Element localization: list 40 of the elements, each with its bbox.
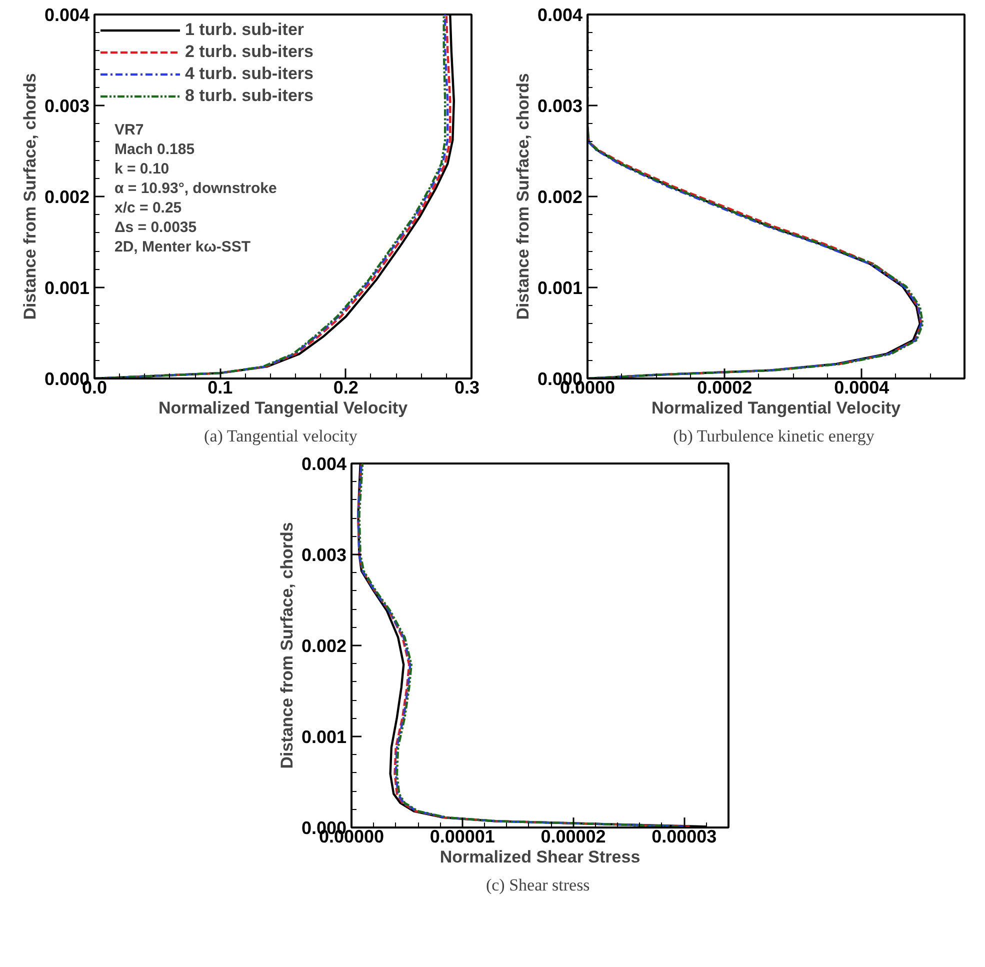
y-tick-label: 0.002 [44, 187, 90, 207]
text: (a) Tangential velocity [204, 426, 358, 446]
x-tick-label: 0.1 [208, 378, 233, 398]
legend-label: 2 turb. sub-iters [185, 42, 314, 62]
y-tick-label: 0.001 [44, 278, 90, 298]
y-tick-label: 0.003 [44, 96, 90, 116]
x-tick-label: 0.00001 [430, 826, 495, 846]
y-tick-label: 0.002 [537, 187, 583, 207]
annotation: 2D, Menter kω-SST [114, 238, 251, 256]
annotation: VR7 [114, 122, 144, 138]
x-axis-title: Normalized Shear Stress [440, 848, 640, 866]
y-tick-label: 0.003 [537, 96, 583, 116]
annotation: Δs = 0.0035 [114, 219, 197, 236]
y-axis-title: Distance from Surface, chords [513, 73, 532, 320]
text: (c) Shear stress [486, 876, 590, 894]
x-tick-label: 0.00002 [540, 826, 606, 846]
x-tick-label: 0.0002 [697, 378, 752, 398]
y-tick-label: 0.001 [301, 727, 347, 747]
x-axis-title: Normalized Tangential Velocity [651, 398, 902, 418]
annotation: α = 10.93°, downstroke [114, 180, 277, 197]
y-tick-label: 0.002 [301, 636, 347, 656]
legend-label: 4 turb. sub-iters [185, 64, 314, 84]
annotation: x/c = 0.25 [114, 200, 182, 216]
x-tick-label: 0.3 [454, 378, 480, 398]
x-tick-label: 0.0004 [834, 378, 890, 398]
y-tick-label: 0.004 [44, 5, 90, 25]
x-tick-label: 0.2 [333, 378, 358, 398]
y-axis-title: Distance from Surface, chords [277, 522, 296, 769]
x-axis-title: Normalized Tangential Velocity [158, 398, 408, 418]
y-tick-label: 0.004 [537, 5, 583, 25]
annotation: Mach 0.185 [114, 141, 195, 158]
text: (b) Turbulence kinetic energy [673, 426, 875, 446]
annotation: k = 0.10 [114, 160, 170, 178]
y-axis-title: Distance from Surface, chords [20, 73, 40, 320]
y-tick-label: 0.004 [301, 454, 347, 474]
x-tick-label: 0.00003 [652, 826, 717, 846]
y-tick-label: 0.003 [301, 545, 347, 565]
legend-label: 1 turb. sub-iter [185, 20, 304, 40]
legend-label: 8 turb. sub-iters [185, 86, 314, 106]
y-tick-label: 0.001 [537, 278, 583, 298]
